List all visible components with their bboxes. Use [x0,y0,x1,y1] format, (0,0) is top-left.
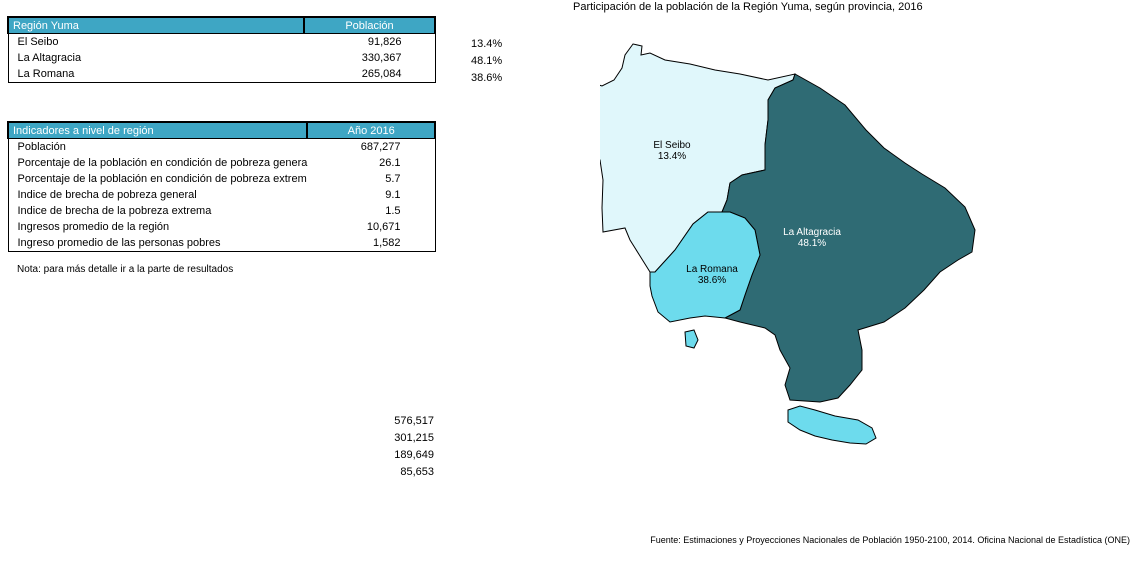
extra-value: 85,653 [400,466,434,478]
indicators-header: Indicadores a nivel de región [6,121,309,139]
label-la-romana-pct: 38.6% [698,275,726,286]
province-pct: 13.4% [471,38,503,50]
province-population: 330,367 [361,52,402,64]
label-el-seibo-name: El Seibo [653,140,691,151]
indicator-value: 5.7 [385,173,401,185]
label-la-altagracia-name: La Altagracia [783,227,841,238]
indicator-label: Porcentaje de la población en condición … [17,173,307,185]
table-row: La Romana 265,084 [8,66,435,83]
table-row: El Seibo 91,826 [8,34,435,51]
province-pct: 38.6% [471,72,503,84]
indicator-label: Ingresos promedio de la región [17,221,170,233]
indicator-value: 687,277 [360,141,401,153]
table-row: Porcentaje de la población en condición … [8,155,435,171]
population-table: Región Yuma Población El Seibo 91,826 La… [7,16,436,83]
province-name: La Altagracia [17,52,82,64]
province-pct: 48.1% [471,55,503,67]
population-header: Población [303,16,436,34]
map-title: Participación de la población de la Regi… [573,1,923,13]
island-saona [787,405,877,445]
indicator-label: Indice de brecha de la pobreza extrema [17,205,212,217]
indicator-value: 9.1 [385,189,401,201]
table-row: La Altagracia 330,367 [8,50,435,66]
indicator-label: Porcentaje de la población en condición … [17,157,308,169]
label-la-romana-name: La Romana [686,264,738,275]
indicator-label: Ingreso promedio de las personas pobres [17,237,221,249]
yuma-region-map: El Seibo 13.4% La Altagracia 48.1% La Ro… [600,43,976,445]
table-row: Indice de brecha de la pobreza extrema 1.… [8,203,435,219]
table-row: Ingreso promedio de las personas pobres 1… [8,235,435,252]
table-row: Indice de brecha de pobreza general 9.1 [8,187,435,203]
region-la-altagracia [721,73,976,403]
province-population: 91,826 [367,36,402,48]
label-la-altagracia-pct: 48.1% [798,238,826,249]
province-population: 265,084 [361,68,402,80]
source-note: Fuente: Estimaciones y Proyecciones Naci… [650,535,1130,545]
extra-value: 189,649 [394,449,434,461]
table-row: Población 687,277 [8,139,435,156]
year-header: Año 2016 [306,121,436,139]
province-name: La Romana [17,68,75,80]
label-el-seibo-pct: 13.4% [658,151,686,162]
region-la-romana [649,211,761,323]
extra-value: 576,517 [394,415,434,427]
indicator-value: 1,582 [372,237,401,249]
note-text: Nota: para más detalle ir a la parte de … [17,264,234,275]
indicator-value: 1.5 [385,205,401,217]
indicators-table: Indicadores a nivel de región Año 2016 P… [6,121,436,252]
indicator-value: 26.1 [379,157,401,169]
extra-value: 301,215 [394,432,434,444]
region-header: Región Yuma [7,16,305,34]
island-catalina [684,329,699,349]
table-row: Porcentaje de la población en condición … [8,171,435,187]
indicator-value: 10,671 [366,221,401,233]
province-name: El Seibo [17,36,59,48]
table-row: Ingresos promedio de la región 10,671 [8,219,435,235]
indicator-label: Población [17,141,66,153]
indicator-label: Indice de brecha de pobreza general [17,189,197,201]
